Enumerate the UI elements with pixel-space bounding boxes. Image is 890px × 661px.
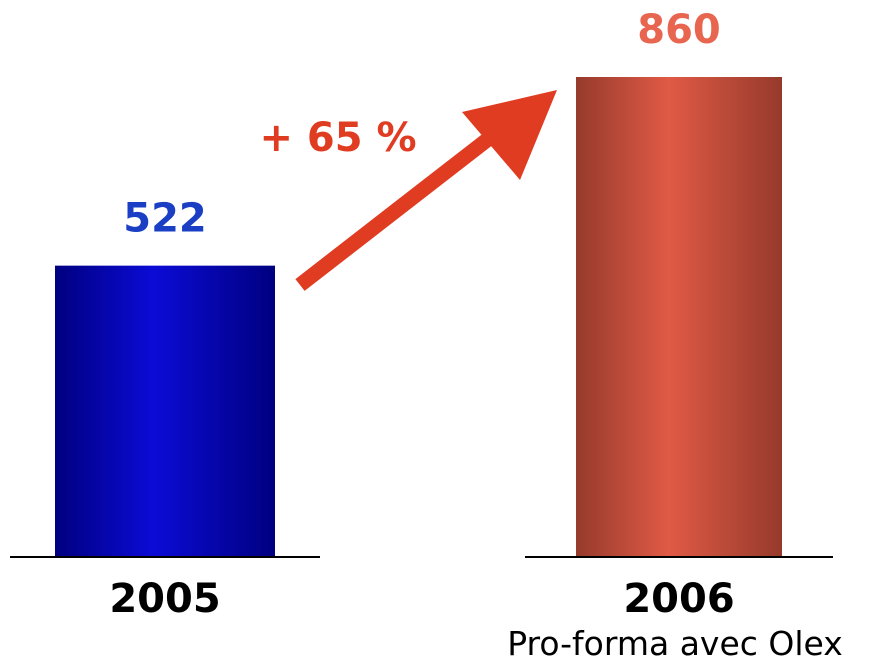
category-sublabel-2006: Pro-forma avec Olex (507, 624, 843, 661)
growth-annotation: + 65 % (259, 115, 416, 161)
arrow-head (462, 90, 557, 180)
bar-2006 (576, 77, 782, 557)
growth-arrow (295, 90, 557, 291)
value-label-2006: 860 (637, 7, 721, 53)
category-label-2005: 2005 (109, 576, 220, 622)
value-label-2005: 522 (123, 196, 207, 242)
category-label-2006: 2006 (623, 576, 734, 622)
bar-2005 (55, 265, 275, 557)
arrow-shaft (295, 120, 510, 291)
